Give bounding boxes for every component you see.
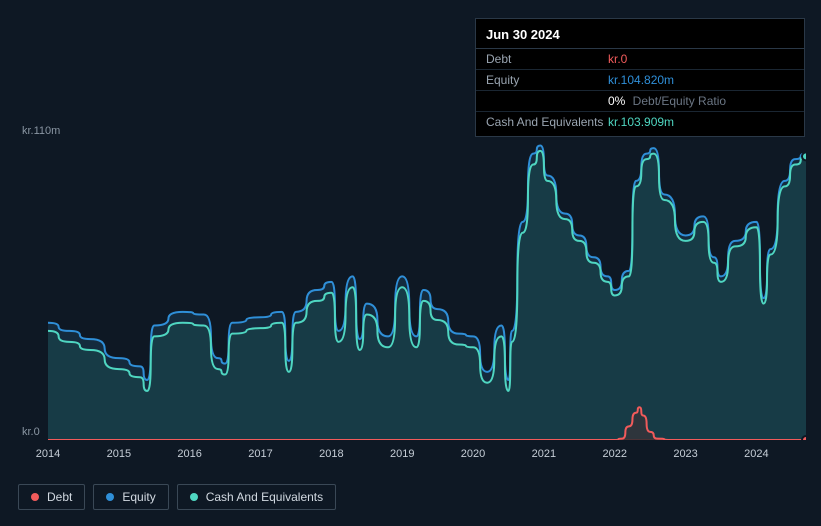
x-axis-tick: 2023 [673, 448, 697, 460]
x-axis: 2014201520162017201820192020202120222023… [48, 448, 806, 464]
x-axis-tick: 2020 [461, 448, 485, 460]
tooltip-row-value: 0% Debt/Equity Ratio [608, 93, 726, 109]
tooltip-row-label [486, 93, 608, 109]
x-axis-tick: 2016 [177, 448, 201, 460]
legend-dot-debt [31, 493, 39, 501]
x-axis-tick: 2015 [107, 448, 131, 460]
tooltip-row: 0% Debt/Equity Ratio [476, 91, 804, 112]
tooltip-row: Debtkr.0 [476, 49, 804, 70]
x-axis-tick: 2022 [602, 448, 626, 460]
tooltip-row-value: kr.104.820m [608, 72, 674, 88]
tooltip-panel: Jun 30 2024 Debtkr.0Equitykr.104.820m0% … [475, 18, 805, 137]
x-axis-tick: 2019 [390, 448, 414, 460]
tooltip-row-label: Debt [486, 51, 608, 67]
tooltip-row-extra: Debt/Equity Ratio [629, 94, 726, 108]
legend-label: Debt [47, 490, 72, 504]
legend-dot-cash [190, 493, 198, 501]
x-axis-tick: 2018 [319, 448, 343, 460]
tooltip-row-value: kr.0 [608, 51, 627, 67]
tooltip-row: Equitykr.104.820m [476, 70, 804, 91]
legend: Debt Equity Cash And Equivalents [18, 484, 336, 510]
x-axis-tick: 2021 [532, 448, 556, 460]
tooltip-date: Jun 30 2024 [476, 23, 804, 49]
legend-label: Cash And Equivalents [206, 490, 323, 504]
x-axis-tick: 2017 [248, 448, 272, 460]
y-axis-max-label: kr.110m [22, 125, 60, 137]
legend-label: Equity [122, 490, 155, 504]
legend-item-equity[interactable]: Equity [93, 484, 168, 510]
tooltip-row: Cash And Equivalentskr.103.909m [476, 112, 804, 132]
tooltip-row-label: Cash And Equivalents [486, 114, 608, 130]
end-marker-debt [802, 436, 806, 440]
x-axis-tick: 2024 [744, 448, 768, 460]
legend-dot-equity [106, 493, 114, 501]
y-axis-min-label: kr.0 [22, 426, 40, 438]
legend-item-cash[interactable]: Cash And Equivalents [177, 484, 336, 510]
tooltip-row-value: kr.103.909m [608, 114, 674, 130]
area-chart[interactable] [48, 140, 806, 440]
tooltip-row-label: Equity [486, 72, 608, 88]
legend-item-debt[interactable]: Debt [18, 484, 85, 510]
end-marker-cash [802, 152, 806, 160]
x-axis-tick: 2014 [36, 448, 60, 460]
